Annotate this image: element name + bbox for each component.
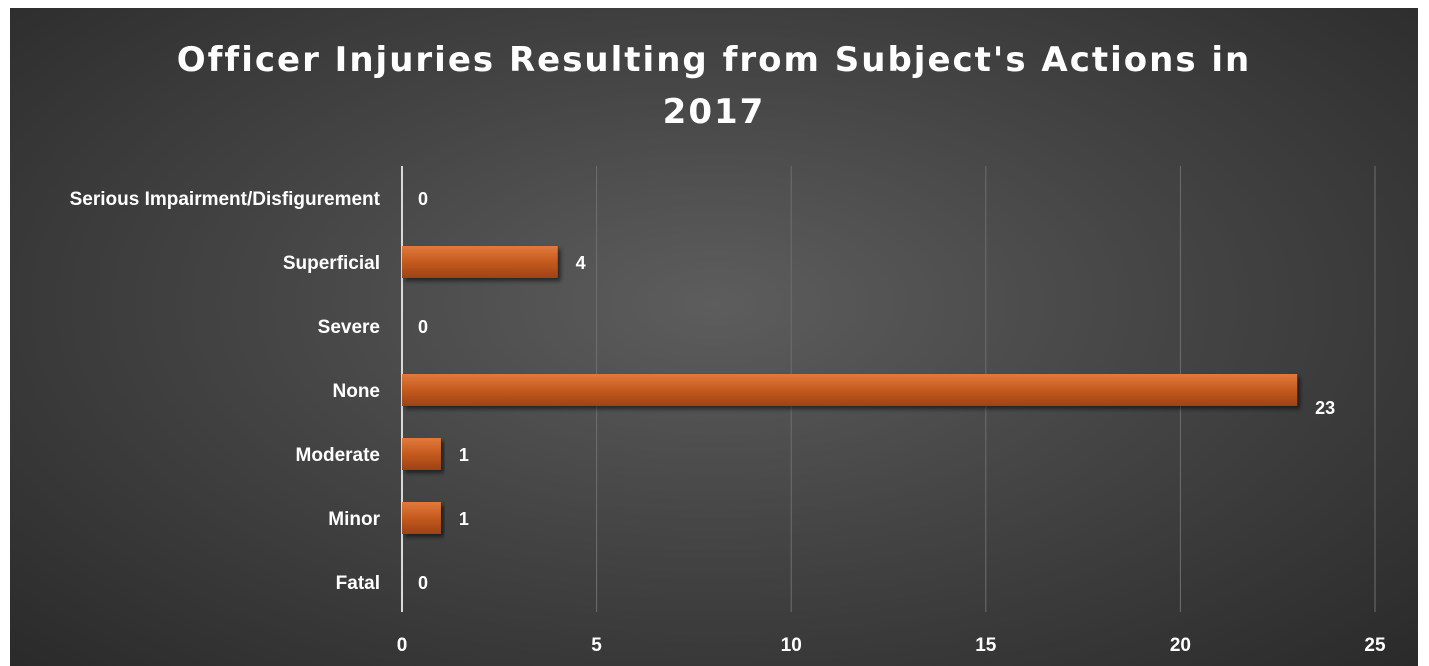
x-tick-label: 10 bbox=[781, 635, 802, 656]
value-label: 23 bbox=[1315, 398, 1335, 418]
category-label: Severe bbox=[318, 317, 380, 338]
category-label: Fatal bbox=[336, 573, 380, 594]
value-label: 4 bbox=[576, 253, 586, 273]
bar bbox=[402, 502, 441, 534]
value-label: 1 bbox=[459, 445, 469, 465]
value-label: 0 bbox=[418, 189, 428, 209]
bar bbox=[402, 246, 558, 278]
bars bbox=[402, 246, 1298, 534]
category-label: Serious Impairment/Disfigurement bbox=[70, 189, 381, 210]
chart-frame: Officer Injuries Resulting from Subject'… bbox=[10, 8, 1418, 666]
x-tick-label: 15 bbox=[975, 635, 997, 656]
bar bbox=[402, 438, 441, 470]
x-tick-label: 25 bbox=[1364, 635, 1386, 656]
bar bbox=[402, 374, 1298, 406]
x-tick-label: 20 bbox=[1170, 635, 1191, 656]
category-label: Moderate bbox=[296, 445, 380, 466]
x-tick-label: 5 bbox=[591, 635, 602, 656]
value-label: 1 bbox=[459, 509, 469, 529]
chart-title-line-2: 2017 bbox=[662, 92, 766, 132]
category-label: Superficial bbox=[283, 253, 380, 274]
category-label: Minor bbox=[328, 509, 380, 530]
chart-title-line-1: Officer Injuries Resulting from Subject'… bbox=[176, 40, 1252, 80]
category-label: None bbox=[333, 381, 381, 402]
value-label: 0 bbox=[418, 317, 428, 337]
chart-title: Officer Injuries Resulting from Subject'… bbox=[10, 34, 1418, 138]
value-label: 0 bbox=[418, 573, 428, 593]
x-tick-label: 0 bbox=[397, 635, 408, 656]
